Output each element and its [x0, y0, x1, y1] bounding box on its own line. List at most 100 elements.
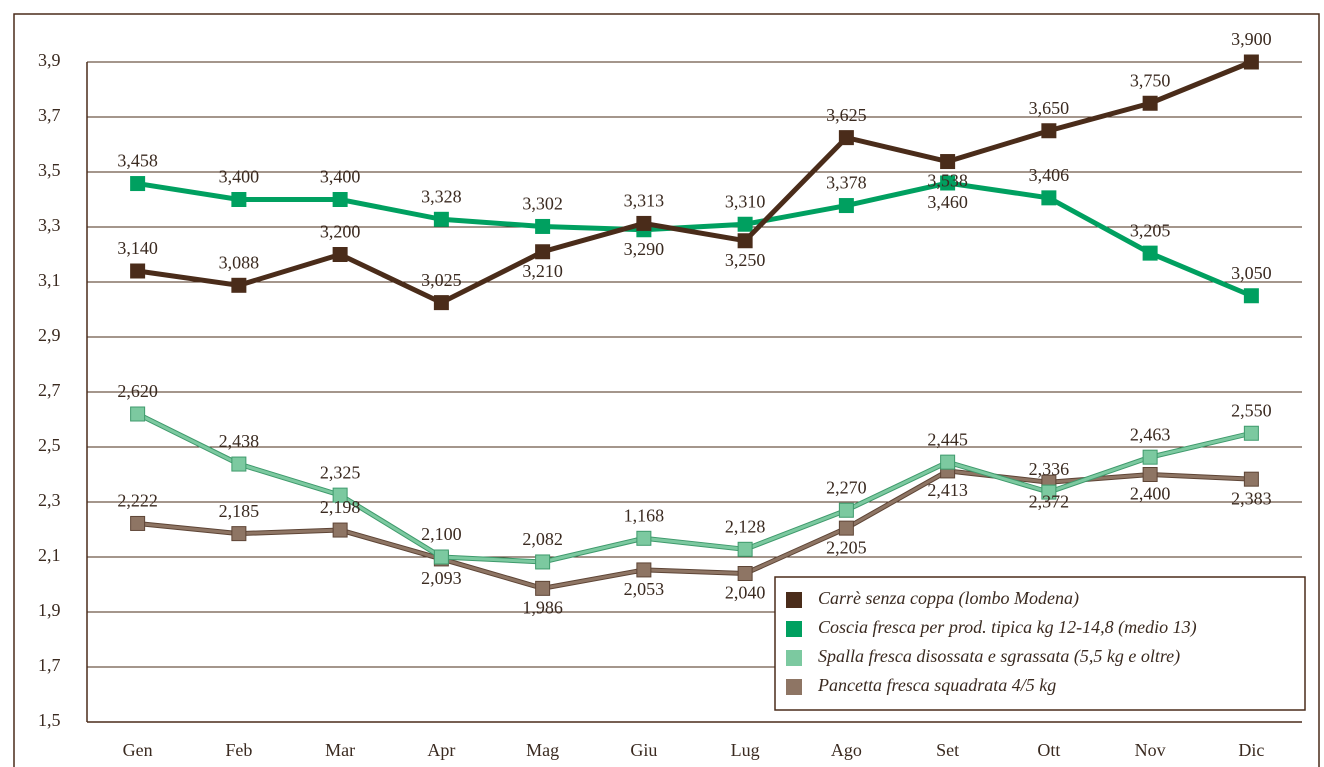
data-label: 3,205	[1130, 220, 1171, 240]
x-tick-label: Mag	[526, 740, 559, 760]
legend-label: Coscia fresca per prod. tipica kg 12-14,…	[818, 617, 1197, 638]
point-marker	[636, 562, 652, 578]
data-label: 3,400	[320, 167, 361, 187]
data-label: 2,620	[117, 381, 158, 401]
point-marker	[737, 566, 753, 581]
x-tick-label: Giu	[630, 740, 657, 760]
series-line	[137, 469, 1252, 590]
point-marker	[940, 154, 956, 170]
y-tick-label: 3,3	[38, 215, 61, 235]
point-marker	[1041, 190, 1057, 206]
legend-swatch	[786, 592, 802, 608]
point-marker	[838, 130, 854, 146]
x-tick-label: Apr	[427, 740, 455, 760]
legend-label: Carrè senza coppa (lombo Modena)	[818, 588, 1079, 609]
point-marker	[636, 215, 652, 231]
data-label: 3,750	[1130, 70, 1171, 90]
point-marker	[332, 247, 348, 262]
data-label: 2,128	[725, 516, 766, 536]
data-label: 2,205	[826, 537, 867, 557]
point-marker	[433, 295, 449, 311]
point-marker	[1243, 54, 1259, 70]
y-tick-label: 2,7	[38, 380, 61, 400]
x-tick-label: Lug	[731, 740, 760, 760]
data-label: 3,140	[117, 238, 158, 258]
data-label: 1,168	[624, 505, 665, 525]
x-tick-label: Feb	[225, 740, 252, 760]
legend-box	[774, 576, 1306, 711]
data-label: 2,040	[725, 583, 766, 603]
point-marker	[1243, 288, 1259, 304]
frame	[13, 13, 1320, 767]
data-label: 3,400	[219, 167, 260, 187]
point-marker	[1142, 449, 1158, 465]
y-tick-label: 3,1	[38, 270, 61, 290]
legend-swatch	[786, 679, 802, 695]
data-label: 2,053	[624, 579, 665, 599]
data-label: 2,438	[219, 431, 260, 451]
data-label: 2,372	[1029, 491, 1070, 511]
point-marker	[838, 198, 854, 214]
data-label: 3,650	[1029, 98, 1070, 118]
data-label: 2,093	[421, 568, 462, 588]
data-label: 3,200	[320, 222, 361, 242]
point-marker	[535, 554, 551, 570]
point-marker	[737, 541, 753, 557]
data-label: 2,325	[320, 462, 361, 482]
data-label: 2,185	[219, 501, 260, 521]
series-line	[137, 180, 1253, 299]
data-label: 3,210	[522, 261, 563, 281]
y-tick-label: 2,3	[38, 490, 61, 510]
point-marker	[130, 515, 146, 531]
x-tick-label: Set	[936, 740, 959, 760]
point-marker	[332, 522, 348, 538]
data-label: 3,625	[826, 105, 867, 125]
point-marker	[940, 175, 956, 191]
point-marker	[130, 263, 146, 279]
point-marker	[332, 192, 348, 207]
point-marker	[940, 454, 956, 470]
data-label: 3,250	[725, 250, 766, 270]
x-tick-label: Ott	[1037, 740, 1060, 760]
point-marker	[231, 456, 247, 472]
x-tick-label: Nov	[1135, 740, 1166, 760]
y-tick-label: 2,1	[38, 545, 61, 565]
data-label: 3,328	[421, 186, 462, 206]
x-tick-label: Mar	[325, 740, 355, 760]
y-tick-label: 2,9	[38, 325, 61, 345]
data-label: 3,050	[1231, 263, 1272, 283]
data-label: 2,082	[522, 529, 563, 549]
point-marker	[130, 406, 146, 422]
legend-swatch	[786, 621, 802, 637]
data-label: 3,025	[421, 270, 462, 290]
point-marker	[433, 211, 449, 227]
data-label: 3,378	[826, 173, 867, 193]
data-label: 3,302	[522, 194, 563, 214]
series-line	[137, 59, 1253, 306]
data-label: 3,460	[927, 192, 968, 212]
point-marker	[231, 277, 247, 293]
point-marker	[838, 520, 854, 536]
point-marker	[737, 216, 753, 232]
x-tick-label: Ago	[831, 740, 862, 760]
x-tick-label: Gen	[123, 740, 153, 760]
point-marker	[231, 192, 247, 207]
series-line-outline	[136, 411, 1252, 565]
point-marker	[535, 218, 551, 234]
point-marker	[838, 502, 854, 518]
point-marker	[1142, 245, 1158, 261]
data-label: 3,900	[1231, 29, 1272, 49]
data-label: 2,100	[421, 524, 462, 544]
data-label: 3,290	[624, 239, 665, 259]
data-label: 2,445	[927, 429, 968, 449]
data-label: 2,400	[1130, 484, 1171, 504]
y-tick-label: 3,9	[38, 50, 61, 70]
data-label: 2,198	[320, 497, 361, 517]
point-marker	[1142, 467, 1158, 482]
point-marker	[1041, 123, 1057, 139]
point-marker	[1243, 471, 1259, 487]
y-tick-label: 1,9	[38, 600, 61, 620]
y-tick-label: 3,5	[38, 160, 61, 180]
y-tick-label: 1,7	[38, 655, 61, 675]
